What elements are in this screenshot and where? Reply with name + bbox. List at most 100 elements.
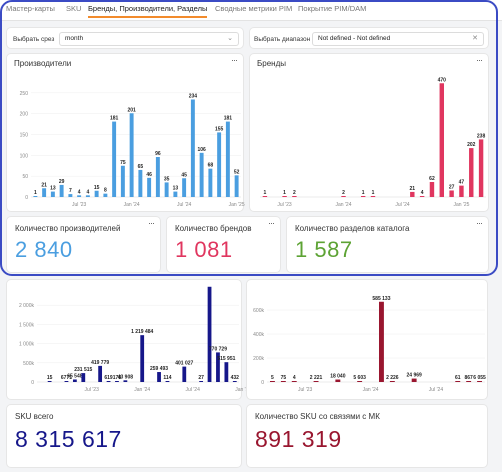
more-menu-icon[interactable]: ··· [476, 55, 483, 65]
data-label: 2 [342, 190, 345, 196]
more-menu-icon[interactable]: ··· [476, 218, 483, 228]
data-label: 1 [283, 190, 286, 196]
bar [216, 352, 220, 382]
bar [106, 381, 111, 382]
x-tick-label: Jan '24 [336, 202, 352, 208]
bar [85, 195, 90, 197]
data-label: 432 [231, 375, 240, 381]
more-menu-icon[interactable]: ··· [148, 218, 155, 228]
range-select[interactable]: Not defined - Not defined ✕ [312, 32, 484, 46]
more-menu-icon[interactable]: ··· [268, 218, 275, 228]
data-label: 419 779 [91, 360, 109, 366]
data-label: 1 [264, 190, 267, 196]
brands-kpi-card: Количество брендов ··· 1 081 [166, 216, 281, 273]
more-menu-icon[interactable]: ··· [231, 55, 238, 65]
x-tick-label: Jan '24 [124, 202, 140, 208]
tab-pim-summary-metrics[interactable]: Сводные метрики PIM [215, 4, 293, 13]
y-tick-label: 200k [253, 356, 264, 362]
manufacturers-kpi-card: Количество производителей ··· 2 840 [6, 216, 161, 273]
x-tick-label: Jan '25 [453, 202, 469, 208]
sku-mk-kpi-card: Количество SKU со связями с МК 891 319 [246, 404, 488, 468]
clear-icon[interactable]: ✕ [472, 35, 478, 42]
bar [335, 379, 341, 382]
tab-sku[interactable]: SKU [66, 4, 82, 13]
tab-bar: Мастер-карты SKU Бренды, Производители, … [0, 0, 502, 21]
data-label: 238 [477, 133, 486, 139]
manufacturers-kpi-label: Количество производителей [15, 224, 121, 233]
data-label: 2 [293, 190, 296, 196]
y-tick-label: 100 [20, 153, 29, 159]
tab-brands-manufacturers-sections[interactable]: Бренды, Производители, Разделы [88, 4, 208, 18]
data-label: 619 [104, 375, 113, 381]
data-label: 259 493 [150, 366, 168, 372]
bar [147, 177, 152, 197]
bar [72, 379, 77, 382]
manufacturers-chart-title: Производители [14, 59, 72, 68]
data-label: 470 [438, 77, 447, 83]
data-label: 68 [208, 163, 214, 169]
y-tick-label: 2 000k [19, 303, 35, 309]
data-label: 46 [146, 172, 152, 178]
bar [410, 191, 415, 197]
sections-kpi-card: Количество разделов каталога ··· 1 587 [286, 216, 489, 273]
chevron-down-icon: ⌄ [227, 35, 233, 42]
data-label: 867 [464, 375, 473, 381]
y-tick-label: 1 500k [19, 322, 35, 328]
data-label: 75 [120, 160, 126, 166]
y-tick-label: 0 [261, 380, 264, 386]
data-label: 45 [181, 172, 187, 178]
data-label: 1 [34, 190, 37, 196]
data-label: 65 [138, 164, 144, 170]
manufacturers-chart-card: Производители ··· 0 50 100 150 200 250 1 21 13 29… [6, 53, 245, 212]
bar [207, 286, 212, 382]
data-label: 234 [189, 94, 198, 100]
data-label: 1 [362, 190, 365, 196]
sku-mk-chart-card: 0 200k 400k 600k 5 75 4 2 221 18 040 5 603 585 133… [246, 279, 488, 400]
data-label: 43 908 [118, 374, 134, 380]
period-filter-card: Выбрать срез month ⌄ [6, 27, 244, 49]
bar [140, 335, 145, 382]
data-label: 13 [50, 186, 56, 192]
data-label: 401 027 [175, 361, 193, 367]
data-label: 155 [215, 126, 224, 132]
data-label: 231 515 [74, 367, 92, 373]
sku-mk-chart: 0 200k 400k 600k 5 75 4 2 221 18 040 5 603 585 133… [253, 296, 486, 393]
bar [224, 362, 229, 382]
y-tick-label: 200 [20, 112, 29, 118]
range-filter-card: Выбрать диапазон Not defined - Not defin… [249, 27, 489, 49]
period-select[interactable]: month ⌄ [59, 32, 239, 46]
data-label: 24 969 [407, 373, 423, 379]
bar [77, 195, 82, 197]
tab-master-cards[interactable]: Мастер-карты [6, 4, 55, 13]
bar [370, 196, 376, 197]
bar [123, 380, 128, 382]
bar [157, 372, 161, 382]
y-tick-label: 250 [20, 91, 29, 97]
bar [439, 83, 444, 197]
bar [469, 148, 474, 197]
bar [478, 139, 484, 197]
bar [291, 381, 297, 382]
data-label: 106 [197, 147, 206, 153]
data-label: 4 [421, 190, 424, 196]
x-tick-label: Jul '23 [298, 387, 313, 393]
data-label: 21 [41, 182, 47, 188]
bar [225, 121, 230, 197]
bar [199, 381, 204, 382]
bar [429, 181, 435, 197]
x-tick-label: Jul '24 [395, 202, 410, 208]
x-tick-label: Jan '25 [229, 202, 245, 208]
bar [449, 190, 454, 197]
sku-total-kpi-value: 8 315 617 [15, 426, 122, 452]
bar [411, 378, 417, 382]
data-label: 8 [104, 188, 107, 194]
data-label: 75 [281, 375, 287, 381]
bar [173, 191, 178, 197]
data-label: 35 [164, 176, 170, 182]
tab-pim-dam-coverage[interactable]: Покрытие PIM/DAM [298, 4, 367, 13]
bar [360, 196, 366, 197]
data-label: 13 [173, 186, 179, 192]
x-tick-label: Jul '24 [186, 387, 201, 393]
